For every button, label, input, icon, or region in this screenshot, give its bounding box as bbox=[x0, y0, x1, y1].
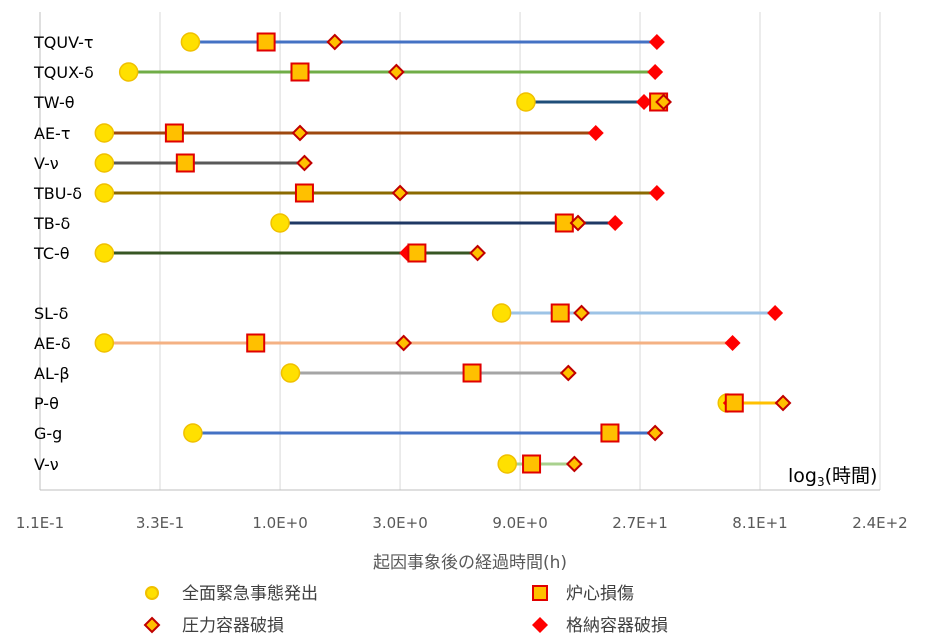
rpv-failure-point bbox=[655, 93, 673, 111]
rpv-failure-point bbox=[291, 124, 309, 142]
legend-circle-marker-icon bbox=[145, 586, 159, 600]
core-damage-point bbox=[550, 303, 570, 323]
legend-label-pcv: 格納容器破損 bbox=[566, 616, 668, 636]
rpv-failure-point bbox=[569, 214, 587, 232]
core-damage-point bbox=[522, 454, 542, 474]
rpv-failure-point bbox=[774, 394, 792, 412]
emergency-point bbox=[94, 123, 115, 143]
pcv-failure-point bbox=[607, 215, 624, 231]
rpv-failure-point bbox=[469, 244, 486, 262]
category-label: AE-δ bbox=[34, 334, 71, 353]
pcv-failure-point bbox=[724, 335, 741, 351]
pcv-failure-point bbox=[587, 125, 604, 141]
grid-layer bbox=[159, 12, 881, 490]
log-scale-annotation: log3(時間) bbox=[788, 465, 877, 489]
x-tick-label: 3.0E+0 bbox=[372, 514, 427, 532]
series-layer bbox=[94, 32, 792, 474]
x-tick-label: 1.1E-1 bbox=[16, 514, 64, 532]
category-label: TQUV-τ bbox=[33, 33, 94, 52]
category-label: TW-θ bbox=[33, 93, 75, 112]
emergency-point bbox=[94, 243, 115, 263]
legend-diamond-marker-icon bbox=[143, 616, 161, 634]
category-label: TB-δ bbox=[33, 214, 70, 233]
rpv-failure-point bbox=[565, 455, 583, 473]
category-label: TQUX-δ bbox=[33, 63, 94, 82]
category-label: V-ν bbox=[34, 455, 59, 474]
label-layer: TQUV-τ TQUX-δ TW-θ AE-τ V-ν TBU-δ TB-δ TC-θ SL-δ… bbox=[33, 33, 94, 474]
legend-label-core: 炉心損傷 bbox=[566, 584, 634, 604]
core-damage-point bbox=[724, 393, 744, 413]
pcv-failure-point bbox=[636, 94, 653, 110]
rpv-failure-point bbox=[326, 33, 344, 51]
x-axis-title: 起因事象後の経過時間(h) bbox=[373, 553, 567, 573]
rpv-failure-point bbox=[296, 154, 313, 172]
pcv-failure-point bbox=[648, 34, 665, 50]
core-damage-point bbox=[294, 183, 314, 203]
legend-filled-diamond-icon bbox=[532, 617, 548, 633]
category-label: P-θ bbox=[34, 394, 59, 413]
x-tick-label: 9.0E+0 bbox=[492, 514, 547, 532]
pcv-failure-point bbox=[767, 305, 784, 321]
axis-layer: 1.1E-1 3.3E-1 1.0E+0 3.0E+0 9.0E+0 2.7E+1 8.1E… bbox=[16, 12, 908, 532]
core-damage-point bbox=[600, 423, 620, 443]
log-scale-annotation-base: 3 bbox=[817, 475, 825, 489]
legend-label-rpv: 圧力容器破損 bbox=[182, 616, 284, 636]
core-damage-point bbox=[407, 243, 427, 263]
core-damage-point bbox=[462, 363, 482, 383]
core-damage-point bbox=[246, 333, 266, 353]
emergency-point bbox=[183, 423, 203, 443]
legend: 全面緊急事態発出 炉心損傷 圧力容器破損 格納容器破損 bbox=[143, 584, 668, 636]
log-scale-annotation-main: log bbox=[788, 465, 817, 487]
emergency-point bbox=[497, 454, 517, 474]
emergency-point bbox=[270, 213, 290, 233]
category-label: SL-δ bbox=[34, 304, 68, 323]
emergency-point bbox=[118, 62, 139, 82]
rpv-failure-point bbox=[646, 424, 664, 442]
category-label: TC-θ bbox=[33, 244, 70, 263]
emergency-point bbox=[280, 363, 301, 383]
category-label: AE-τ bbox=[34, 124, 70, 143]
pcv-failure-point bbox=[648, 185, 665, 201]
rpv-failure-point bbox=[391, 184, 409, 202]
rpv-failure-point bbox=[559, 364, 577, 382]
emergency-point bbox=[516, 92, 536, 112]
pcv-failure-point bbox=[647, 64, 664, 80]
category-label: TBU-δ bbox=[33, 184, 82, 203]
core-damage-point bbox=[164, 123, 184, 143]
emergency-point bbox=[180, 32, 201, 52]
emergency-point bbox=[94, 183, 115, 203]
rpv-failure-point bbox=[387, 63, 405, 81]
emergency-point bbox=[94, 333, 115, 353]
legend-square-marker-icon bbox=[532, 585, 548, 601]
x-tick-label: 2.7E+1 bbox=[612, 514, 667, 532]
log-scale-annotation-suffix: (時間) bbox=[825, 465, 878, 487]
rpv-failure-point bbox=[573, 304, 590, 322]
emergency-point bbox=[94, 153, 115, 173]
core-damage-point bbox=[256, 32, 276, 52]
category-label: V-ν bbox=[34, 154, 59, 173]
legend-item-core: 炉心損傷 bbox=[532, 584, 634, 604]
x-tick-label: 2.4E+2 bbox=[852, 514, 907, 532]
category-label: G-g bbox=[34, 424, 62, 443]
rpv-failure-point bbox=[395, 334, 413, 352]
x-tick-label: 3.3E-1 bbox=[136, 514, 184, 532]
category-label: AL-β bbox=[34, 364, 70, 383]
core-damage-point bbox=[175, 153, 195, 173]
x-tick-label: 8.1E+1 bbox=[732, 514, 787, 532]
legend-label-emergency: 全面緊急事態発出 bbox=[182, 584, 318, 604]
legend-item-pcv: 格納容器破損 bbox=[532, 616, 668, 636]
emergency-point bbox=[491, 303, 512, 323]
x-tick-label: 1.0E+0 bbox=[252, 514, 307, 532]
core-damage-point bbox=[290, 62, 310, 82]
legend-item-rpv: 圧力容器破損 bbox=[143, 616, 284, 636]
legend-item-emergency: 全面緊急事態発出 bbox=[145, 584, 318, 604]
